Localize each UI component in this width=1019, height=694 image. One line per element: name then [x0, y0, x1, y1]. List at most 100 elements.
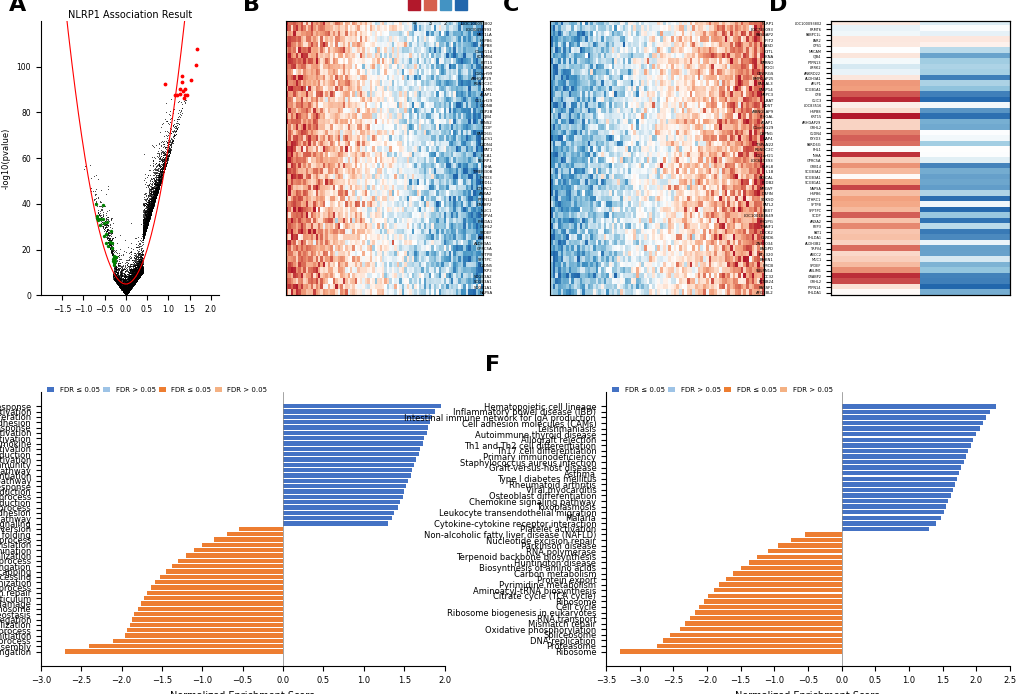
Point — [139, 221, 155, 232]
Point — [147, 193, 163, 204]
Point — [129, 269, 146, 280]
Point — [124, 278, 141, 289]
Point — [116, 285, 132, 296]
Point — [131, 271, 148, 282]
Point — [123, 280, 140, 291]
Point — [126, 269, 143, 280]
Point — [126, 277, 143, 288]
Point — [117, 280, 133, 291]
Point — [95, 221, 111, 232]
Point — [135, 230, 151, 242]
Point — [132, 250, 149, 261]
Point — [126, 278, 143, 289]
Point — [137, 218, 153, 229]
Point — [151, 176, 167, 187]
Point — [152, 176, 168, 187]
Point — [120, 285, 137, 296]
Point — [166, 130, 182, 142]
Point — [160, 151, 176, 162]
Point — [135, 230, 151, 241]
Point — [116, 277, 132, 288]
Point — [107, 271, 123, 282]
Point — [102, 242, 118, 253]
Point — [109, 278, 125, 289]
Point — [128, 260, 145, 271]
Point — [123, 280, 140, 291]
Point — [115, 282, 131, 293]
Point — [109, 274, 125, 285]
Point — [113, 281, 129, 292]
Point — [156, 114, 172, 125]
Point — [137, 225, 153, 236]
Point — [132, 262, 149, 273]
Point — [145, 200, 161, 211]
Text: 2: 2 — [443, 21, 446, 26]
Point — [126, 273, 143, 285]
Point — [137, 228, 153, 239]
Point — [122, 283, 139, 294]
Point — [138, 223, 154, 234]
Point — [114, 285, 130, 296]
Point — [138, 210, 154, 221]
Point — [110, 278, 126, 289]
Point — [144, 204, 160, 215]
Point — [116, 288, 132, 299]
Point — [129, 266, 146, 278]
Point — [126, 274, 143, 285]
Point — [126, 260, 143, 271]
Point — [114, 285, 130, 296]
Point — [125, 278, 142, 289]
Point — [140, 200, 156, 211]
Point — [119, 285, 136, 296]
Point — [135, 259, 151, 270]
Point — [120, 280, 137, 291]
Point — [169, 117, 185, 128]
Point — [142, 174, 158, 185]
Point — [145, 190, 161, 201]
Point — [140, 206, 156, 217]
Point — [125, 279, 142, 290]
Point — [131, 268, 148, 279]
Point — [124, 279, 141, 290]
Point — [167, 128, 183, 139]
Point — [125, 279, 142, 290]
Point — [120, 265, 137, 276]
Point — [133, 262, 150, 273]
Point — [141, 205, 157, 217]
Point — [152, 170, 168, 181]
Point — [146, 197, 162, 208]
Point — [130, 265, 147, 276]
Point — [125, 278, 142, 289]
Point — [129, 271, 146, 282]
Point — [140, 211, 156, 222]
Point — [137, 225, 153, 236]
Point — [135, 236, 151, 247]
Point — [132, 268, 149, 279]
Point — [151, 178, 167, 189]
Point — [137, 207, 153, 218]
Point — [153, 176, 169, 187]
Point — [129, 271, 146, 282]
Point — [123, 268, 140, 279]
Point — [114, 280, 130, 291]
Point — [119, 261, 136, 272]
Point — [130, 266, 147, 278]
Point — [151, 166, 167, 177]
Point — [114, 285, 130, 296]
Point — [139, 218, 155, 229]
Point — [127, 272, 144, 283]
Point — [123, 268, 140, 279]
Point — [146, 189, 162, 201]
Point — [149, 183, 165, 194]
Point — [144, 201, 160, 212]
Point — [130, 267, 147, 278]
Point — [137, 228, 153, 239]
Point — [139, 219, 155, 230]
Point — [131, 262, 148, 273]
Point — [135, 226, 151, 237]
Point — [161, 143, 177, 154]
Point — [151, 155, 167, 167]
Point — [136, 223, 152, 234]
Point — [139, 208, 155, 219]
Point — [121, 276, 138, 287]
